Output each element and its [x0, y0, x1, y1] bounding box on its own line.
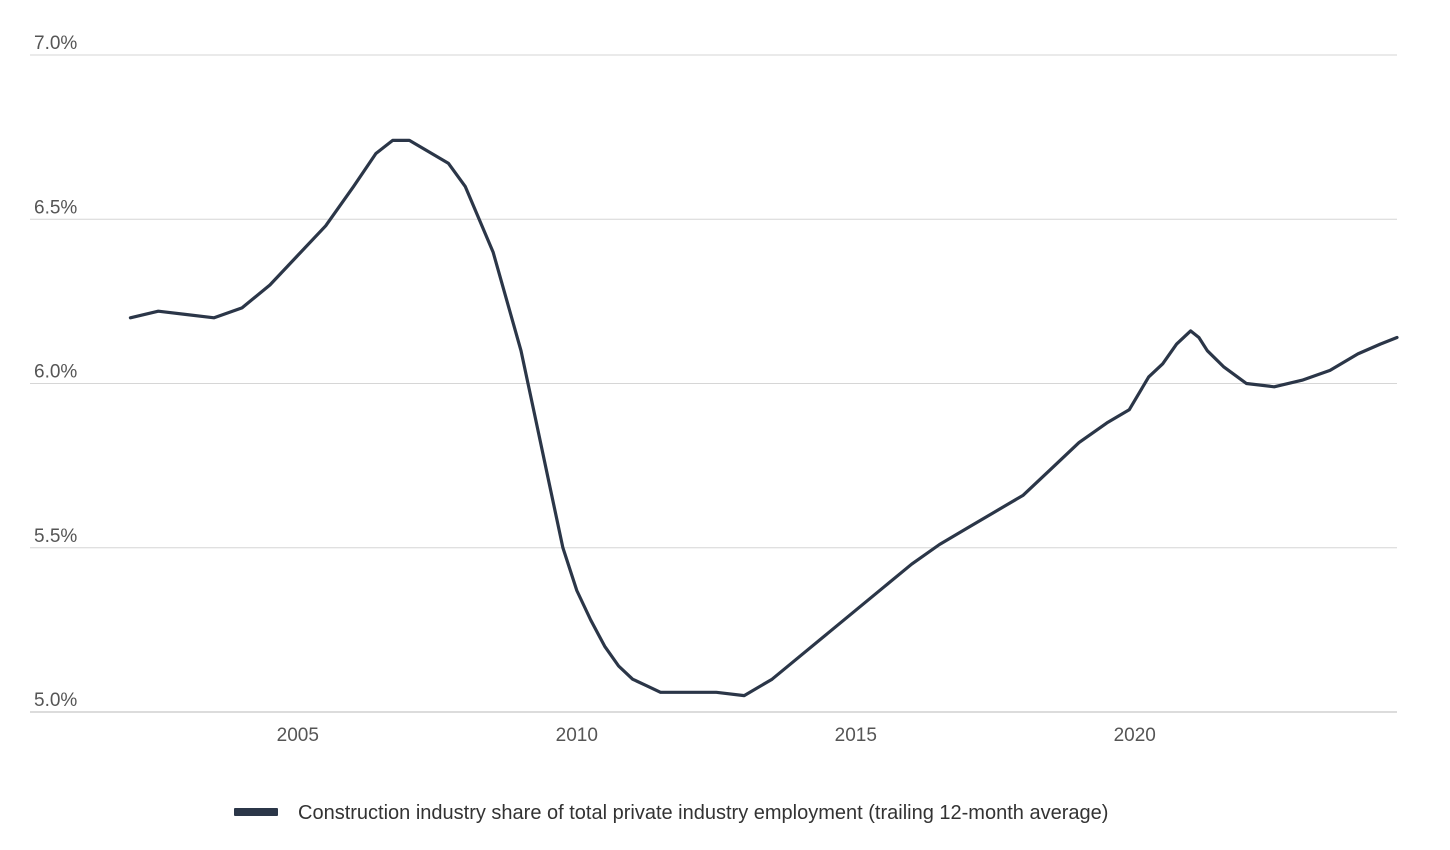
x-tick-label: 2010	[556, 725, 598, 746]
y-axis-tick-labels: 5.0% 5.5% 6.0% 6.5% 7.0%	[34, 33, 77, 711]
y-tick-label: 5.0%	[34, 690, 77, 711]
gridlines	[30, 54, 1397, 549]
y-tick-label: 6.0%	[34, 362, 77, 383]
legend-swatch	[234, 808, 278, 816]
legend-label: Construction industry share of total pri…	[298, 802, 1108, 824]
y-tick-label: 6.5%	[34, 197, 77, 218]
x-tick-label: 2020	[1114, 725, 1156, 746]
x-axis-tick-labels: 2005 2010 2015 2020	[277, 725, 1156, 746]
x-tick-label: 2015	[835, 725, 877, 746]
x-tick-label: 2005	[277, 725, 319, 746]
y-tick-label: 7.0%	[34, 33, 77, 54]
legend: Construction industry share of total pri…	[234, 802, 1108, 824]
y-tick-label: 5.5%	[34, 526, 77, 547]
series-lines	[128, 138, 1399, 698]
series-line	[128, 138, 1399, 698]
